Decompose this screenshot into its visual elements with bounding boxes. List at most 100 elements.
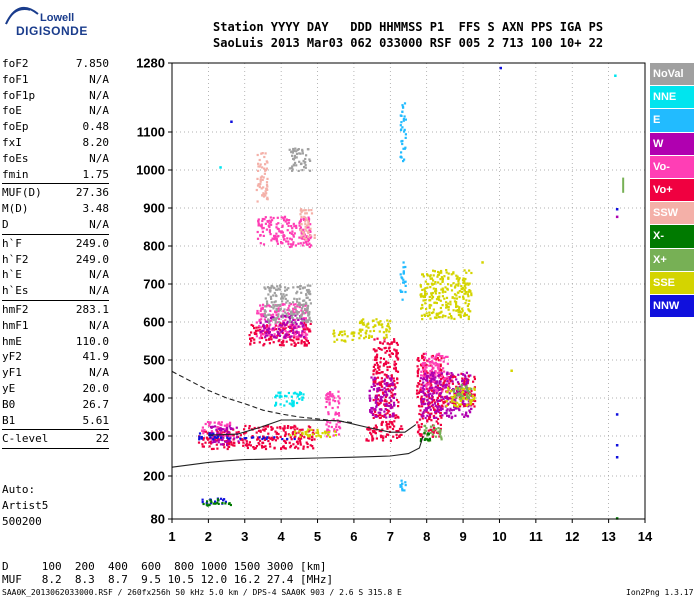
echo-point (510, 369, 513, 372)
echo-point (304, 334, 307, 337)
echo-point (261, 230, 264, 233)
echo-point (296, 335, 299, 339)
echo-point (288, 320, 291, 324)
echo-point (301, 148, 304, 151)
echo-point (300, 340, 303, 343)
echo-point (277, 315, 280, 318)
echo-point (466, 282, 469, 285)
echo-point (259, 180, 262, 183)
echo-point (273, 326, 276, 329)
echo-point (267, 293, 270, 296)
echo-point (416, 375, 419, 378)
echo-point (440, 399, 443, 402)
echo-point (461, 309, 464, 312)
param-name: B0 (2, 397, 16, 411)
echo-point (310, 428, 313, 431)
echo-point (435, 314, 438, 317)
echo-point (275, 307, 278, 311)
echo-point (283, 336, 286, 339)
echo-point (275, 239, 278, 242)
echo-point (379, 341, 382, 345)
echo-point (294, 391, 297, 394)
echo-point (226, 430, 229, 433)
echo-point (337, 412, 340, 415)
x-tick-label: 10 (492, 529, 506, 544)
echo-point (430, 304, 433, 307)
echo-point (310, 235, 313, 238)
echo-point (453, 297, 456, 300)
echo-point (256, 153, 259, 157)
echo-point (421, 273, 424, 276)
echo-point (283, 427, 286, 430)
echo-point (378, 365, 381, 368)
echo-point (438, 382, 441, 385)
echo-point (374, 396, 377, 399)
echo-point (222, 443, 225, 446)
echo-point (329, 392, 332, 395)
echo-point (303, 322, 306, 325)
echo-point (441, 414, 444, 417)
echo-point (451, 382, 454, 385)
echo-point (420, 433, 423, 436)
echo-point (278, 304, 281, 307)
echo-point (293, 297, 296, 300)
echo-point (419, 363, 423, 366)
echo-point (267, 432, 270, 435)
echo-point (448, 376, 451, 379)
echo-point (273, 333, 276, 336)
echo-point (284, 220, 287, 223)
echo-point (467, 405, 470, 408)
echo-point (440, 396, 443, 399)
echo-point (225, 432, 229, 435)
echo-point (303, 330, 306, 333)
echo-point (378, 429, 381, 433)
echo-point (370, 433, 373, 436)
echo-point (382, 331, 385, 334)
echo-point (332, 418, 335, 421)
echo-point (467, 390, 471, 393)
echo-point (426, 398, 429, 401)
echo-point (301, 209, 304, 212)
echo-point (421, 303, 424, 307)
echo-point (426, 414, 429, 417)
echo-point (448, 409, 451, 412)
echo-point (226, 423, 229, 426)
echo-point (428, 313, 431, 317)
echo-point (440, 271, 443, 274)
echo-point (229, 421, 232, 424)
echo-point (201, 498, 204, 501)
echo-point (277, 327, 281, 331)
echo-point (300, 162, 303, 165)
echo-point (285, 400, 288, 403)
echo-point (442, 397, 445, 400)
echo-point (396, 358, 400, 361)
echo-point (260, 334, 263, 338)
echo-point (450, 417, 453, 420)
echo-point (400, 425, 403, 428)
echo-point (437, 273, 441, 276)
echo-point (450, 395, 453, 399)
echo-point (441, 316, 444, 319)
echo-point (435, 301, 438, 305)
echo-point (432, 431, 435, 434)
echo-point (465, 382, 468, 385)
echo-point (303, 286, 306, 289)
echo-point (300, 334, 303, 337)
echo-point (352, 334, 355, 338)
echo-point (430, 386, 433, 389)
echo-point (393, 383, 396, 386)
echo-point (419, 285, 422, 288)
echo-point (434, 355, 437, 358)
echo-point (385, 402, 388, 406)
echo-point (271, 285, 274, 288)
echo-point (308, 229, 311, 232)
echo-point (291, 168, 294, 171)
echo-point (389, 439, 392, 442)
echo-point (233, 437, 236, 440)
echo-point (430, 371, 433, 374)
echo-point (257, 223, 260, 226)
echo-point (377, 347, 380, 350)
echo-point (440, 436, 443, 439)
echo-point (447, 283, 450, 286)
echo-point (262, 195, 266, 198)
